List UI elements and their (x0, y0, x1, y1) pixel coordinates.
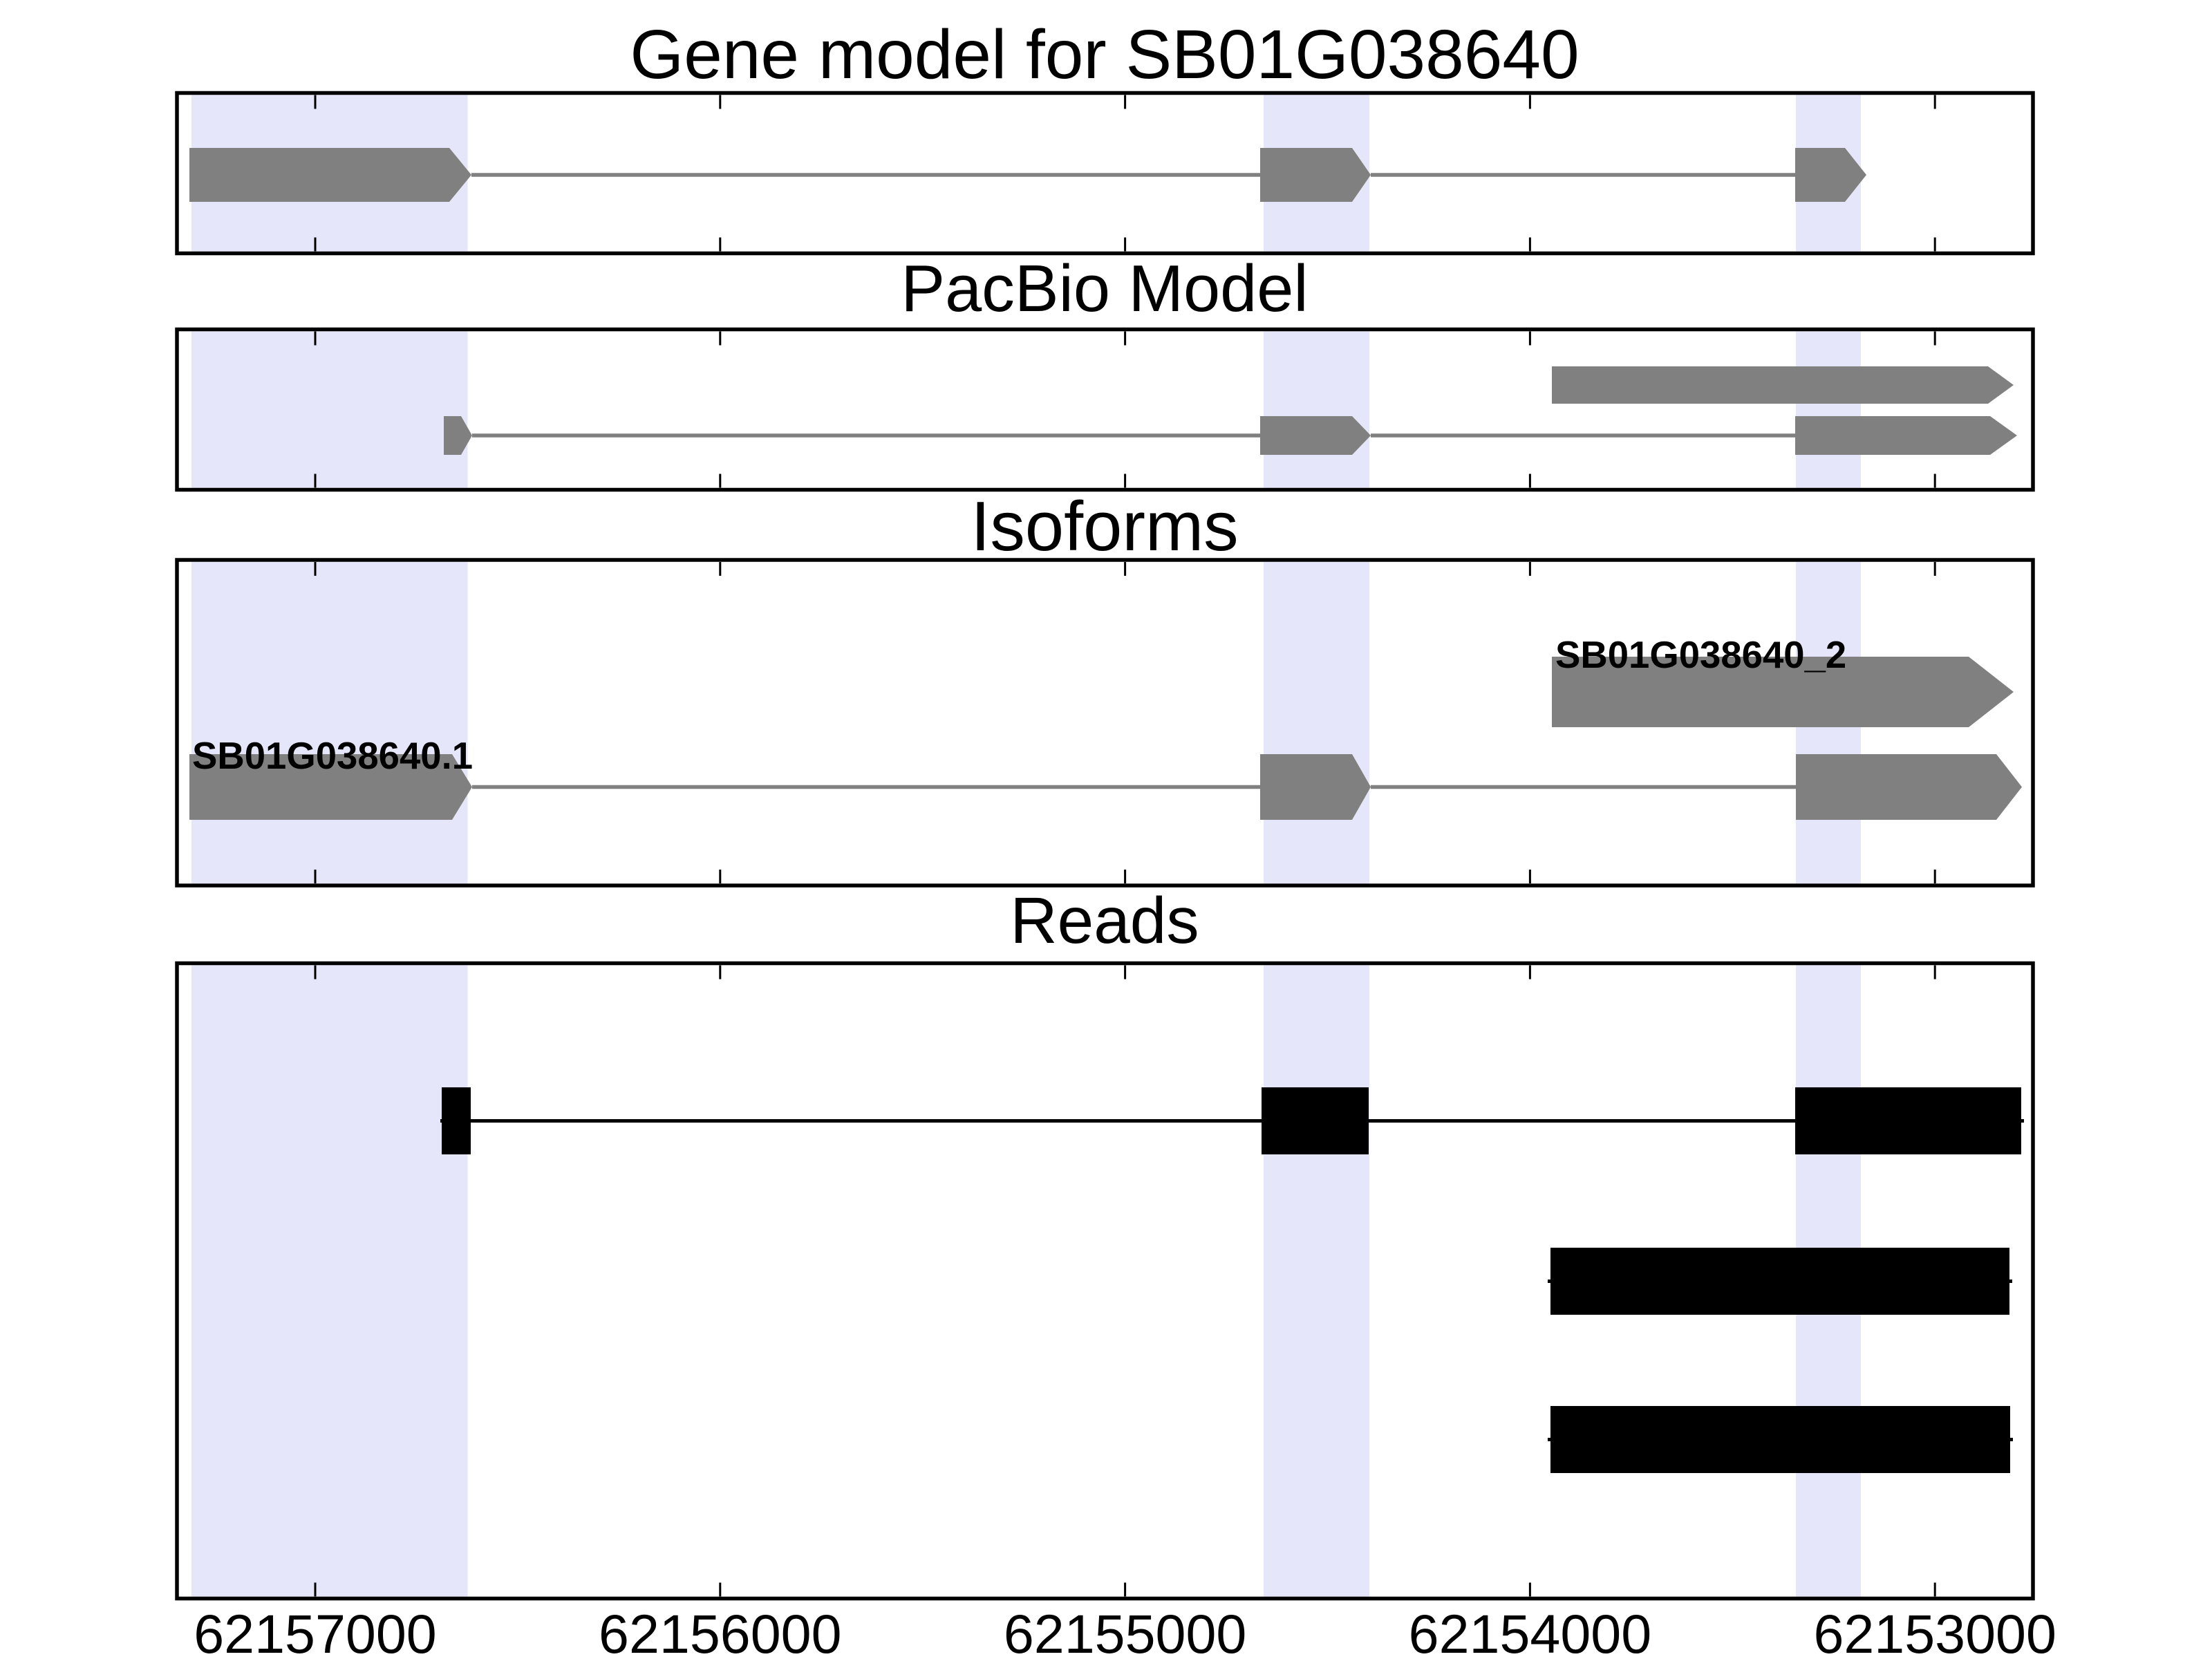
svg-text:62154000: 62154000 (1409, 1603, 1652, 1659)
svg-text:Gene model for SB01G038640: Gene model for SB01G038640 (630, 16, 1579, 93)
svg-text:PacBio Model: PacBio Model (901, 252, 1308, 326)
svg-text:SB01G038640_2: SB01G038640_2 (1555, 634, 1846, 676)
svg-text:Reads: Reads (1010, 884, 1199, 957)
svg-text:62155000: 62155000 (1004, 1603, 1247, 1659)
svg-text:62156000: 62156000 (599, 1603, 842, 1659)
svg-text:Isoforms: Isoforms (971, 488, 1238, 565)
svg-text:62153000: 62153000 (1813, 1603, 2056, 1659)
svg-text:SB01G038640.1: SB01G038640.1 (192, 735, 473, 777)
svg-text:62157000: 62157000 (194, 1603, 437, 1659)
